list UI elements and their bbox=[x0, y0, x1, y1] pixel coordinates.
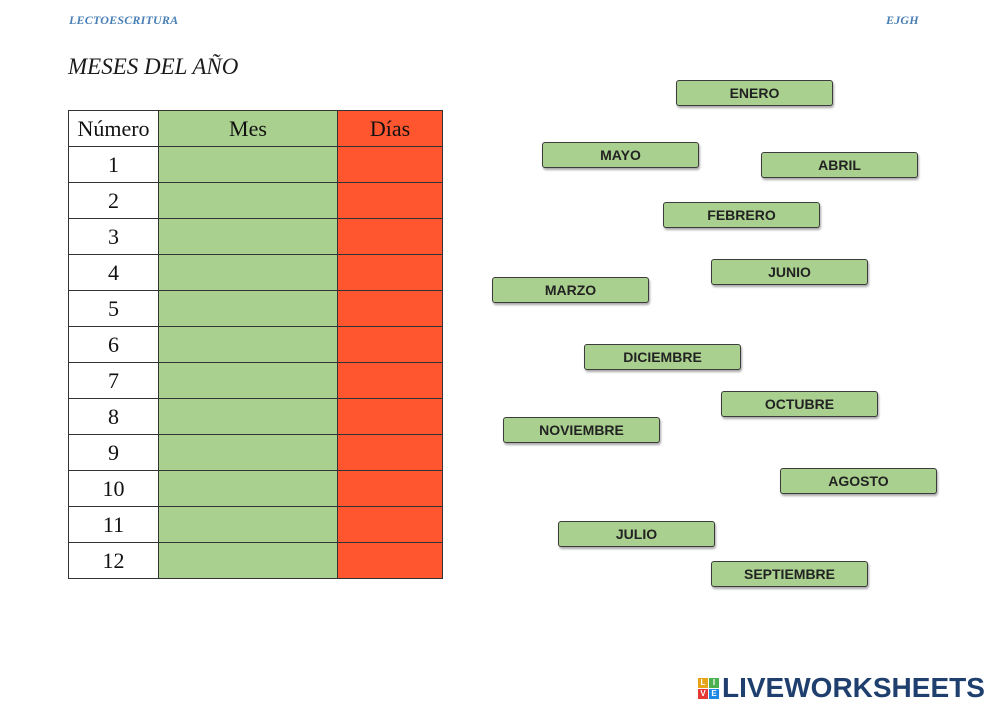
logo-icon-square: V bbox=[698, 688, 708, 699]
month-number-cell: 5 bbox=[68, 290, 159, 327]
month-number-cell: 6 bbox=[68, 326, 159, 363]
days-input-cell[interactable] bbox=[337, 470, 443, 507]
days-input-cell[interactable] bbox=[337, 290, 443, 327]
worksheet-title: MESES DEL AÑO bbox=[68, 54, 239, 79]
logo-icon-square: L bbox=[698, 677, 708, 688]
table-header-row: Número Mes Días bbox=[68, 110, 443, 147]
logo-icon-square: E bbox=[709, 688, 719, 699]
month-number-cell: 12 bbox=[68, 542, 159, 579]
month-drop-cell[interactable] bbox=[158, 218, 338, 255]
month-number-cell: 7 bbox=[68, 362, 159, 399]
month-drop-cell[interactable] bbox=[158, 254, 338, 291]
month-drop-cell[interactable] bbox=[158, 290, 338, 327]
month-chip-mayo[interactable]: MAYO bbox=[542, 142, 699, 168]
table-row: 7 bbox=[68, 362, 443, 399]
table-row: 2 bbox=[68, 182, 443, 219]
month-drop-cell[interactable] bbox=[158, 506, 338, 543]
column-header-dias: Días bbox=[337, 110, 443, 147]
month-chip-septiembre[interactable]: SEPTIEMBRE bbox=[711, 561, 868, 587]
month-number-cell: 4 bbox=[68, 254, 159, 291]
days-input-cell[interactable] bbox=[337, 362, 443, 399]
days-input-cell[interactable] bbox=[337, 146, 443, 183]
days-input-cell[interactable] bbox=[337, 326, 443, 363]
month-chip-diciembre[interactable]: DICIEMBRE bbox=[584, 344, 741, 370]
month-drop-cell[interactable] bbox=[158, 398, 338, 435]
column-header-mes: Mes bbox=[158, 110, 338, 147]
month-number-cell: 9 bbox=[68, 434, 159, 471]
month-number-cell: 8 bbox=[68, 398, 159, 435]
table-row: 11 bbox=[68, 506, 443, 543]
days-input-cell[interactable] bbox=[337, 434, 443, 471]
days-input-cell[interactable] bbox=[337, 506, 443, 543]
month-number-cell: 2 bbox=[68, 182, 159, 219]
month-drop-cell[interactable] bbox=[158, 362, 338, 399]
month-drop-cell[interactable] bbox=[158, 326, 338, 363]
month-number-cell: 3 bbox=[68, 218, 159, 255]
month-chip-noviembre[interactable]: NOVIEMBRE bbox=[503, 417, 660, 443]
logo-icon-square: I bbox=[709, 677, 719, 688]
month-drop-cell[interactable] bbox=[158, 146, 338, 183]
liveworksheets-logo-text: LIVEWORKSHEETS bbox=[722, 672, 985, 703]
month-chip-abril[interactable]: ABRIL bbox=[761, 152, 918, 178]
month-chip-julio[interactable]: JULIO bbox=[558, 521, 715, 547]
column-header-numero: Número bbox=[68, 110, 159, 147]
month-number-cell: 10 bbox=[68, 470, 159, 507]
month-drop-cell[interactable] bbox=[158, 470, 338, 507]
table-row: 10 bbox=[68, 470, 443, 507]
days-input-cell[interactable] bbox=[337, 542, 443, 579]
month-number-cell: 1 bbox=[68, 146, 159, 183]
days-input-cell[interactable] bbox=[337, 254, 443, 291]
months-table: Número Mes Días 1 2 3 4 5 6 7 8 9 10 11 12 bbox=[68, 110, 443, 579]
month-chip-enero[interactable]: ENERO bbox=[676, 80, 833, 106]
month-drop-cell[interactable] bbox=[158, 434, 338, 471]
table-row: 1 bbox=[68, 146, 443, 183]
month-chip-junio[interactable]: JUNIO bbox=[711, 259, 868, 285]
month-drop-cell[interactable] bbox=[158, 542, 338, 579]
month-chip-octubre[interactable]: OCTUBRE bbox=[721, 391, 878, 417]
subject-label: LECTOESCRITURA bbox=[69, 13, 179, 27]
month-chip-agosto[interactable]: AGOSTO bbox=[780, 468, 937, 494]
table-row: 9 bbox=[68, 434, 443, 471]
month-chip-marzo[interactable]: MARZO bbox=[492, 277, 649, 303]
month-drop-cell[interactable] bbox=[158, 182, 338, 219]
days-input-cell[interactable] bbox=[337, 398, 443, 435]
days-input-cell[interactable] bbox=[337, 182, 443, 219]
table-row: 12 bbox=[68, 542, 443, 579]
table-row: 5 bbox=[68, 290, 443, 327]
author-label: EJGH bbox=[886, 13, 919, 27]
table-row: 3 bbox=[68, 218, 443, 255]
table-row: 4 bbox=[68, 254, 443, 291]
table-row: 6 bbox=[68, 326, 443, 363]
month-chip-febrero[interactable]: FEBRERO bbox=[663, 202, 820, 228]
table-row: 8 bbox=[68, 398, 443, 435]
days-input-cell[interactable] bbox=[337, 218, 443, 255]
month-number-cell: 11 bbox=[68, 506, 159, 543]
